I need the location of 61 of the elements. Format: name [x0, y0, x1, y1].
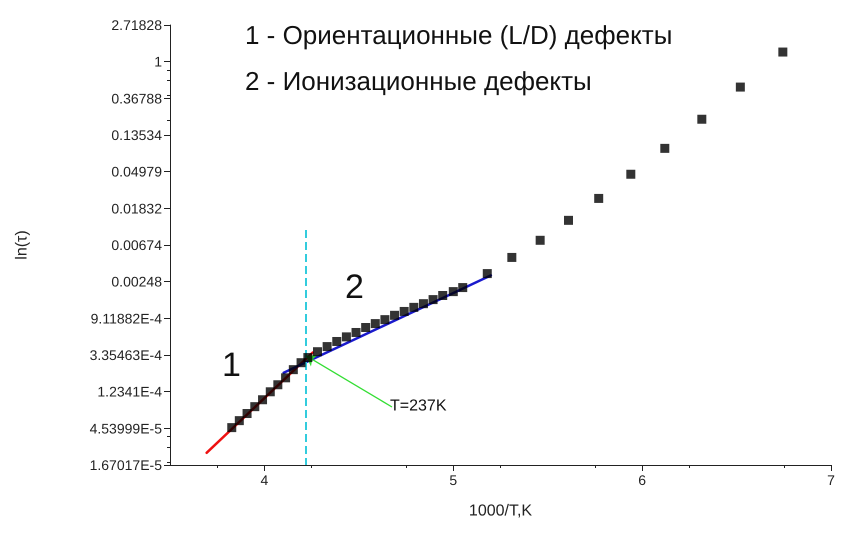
point	[626, 170, 636, 179]
annotation: 2 - Ионизационные дефекты	[245, 66, 592, 96]
point	[242, 409, 252, 418]
point	[594, 194, 604, 203]
y-tick-label: 2.71828	[111, 17, 162, 33]
point	[352, 328, 361, 337]
annotation: 1 - Ориентационные (L/D) дефекты	[245, 20, 672, 50]
x-tick-label: 4	[260, 472, 269, 488]
x-tick-label: 7	[827, 472, 836, 488]
point	[227, 423, 236, 432]
point	[303, 353, 312, 362]
point	[482, 269, 492, 278]
point	[273, 380, 282, 390]
point	[428, 295, 438, 304]
point	[736, 82, 745, 92]
y-tick-label: 4.53999E-5	[90, 420, 162, 436]
point	[409, 302, 418, 312]
y-tick-label: 0.00674	[111, 236, 162, 253]
y-tick-label: 3.35463E-4	[90, 347, 162, 363]
point	[660, 144, 670, 153]
point	[342, 332, 351, 342]
point	[361, 323, 370, 332]
y-tick-label: 1	[154, 54, 162, 70]
point	[458, 283, 468, 292]
point	[564, 216, 573, 225]
annotation: 1	[222, 346, 241, 384]
x-axis-title: 1000/T,K	[468, 502, 532, 520]
y-tick-label: 0.36788	[111, 90, 162, 106]
point	[250, 402, 260, 412]
point	[438, 290, 448, 300]
point	[400, 306, 409, 316]
y-tick-label: 0.13534	[111, 127, 162, 143]
y-tick-label: 9.11882E-4	[90, 310, 162, 326]
point	[332, 336, 342, 346]
point	[312, 347, 322, 356]
y-tick-label: 0.04979	[111, 164, 162, 180]
point	[258, 395, 268, 404]
point	[322, 342, 332, 352]
point	[296, 358, 306, 368]
point	[448, 287, 458, 296]
y-axis-title: ln(τ)	[14, 230, 30, 260]
y-tick-label: 1.2341E-4	[97, 384, 162, 400]
point	[234, 416, 244, 426]
annotation: 2	[345, 268, 364, 306]
annotation: T=237K	[390, 398, 447, 414]
point	[390, 310, 400, 320]
point	[380, 315, 390, 324]
point	[266, 387, 275, 396]
point	[507, 252, 516, 262]
x-tick-label: 5	[449, 472, 458, 488]
point	[370, 319, 380, 328]
point	[536, 236, 545, 245]
y-tick-label: 1.67017E-5	[90, 457, 162, 473]
point	[281, 373, 290, 382]
point	[778, 48, 788, 57]
point	[288, 365, 298, 374]
x-tick-label: 6	[638, 472, 646, 488]
y-tick-label: 0.00248	[111, 274, 162, 290]
point	[697, 114, 706, 124]
point	[418, 299, 428, 308]
y-tick-label: 0.01832	[111, 200, 162, 216]
